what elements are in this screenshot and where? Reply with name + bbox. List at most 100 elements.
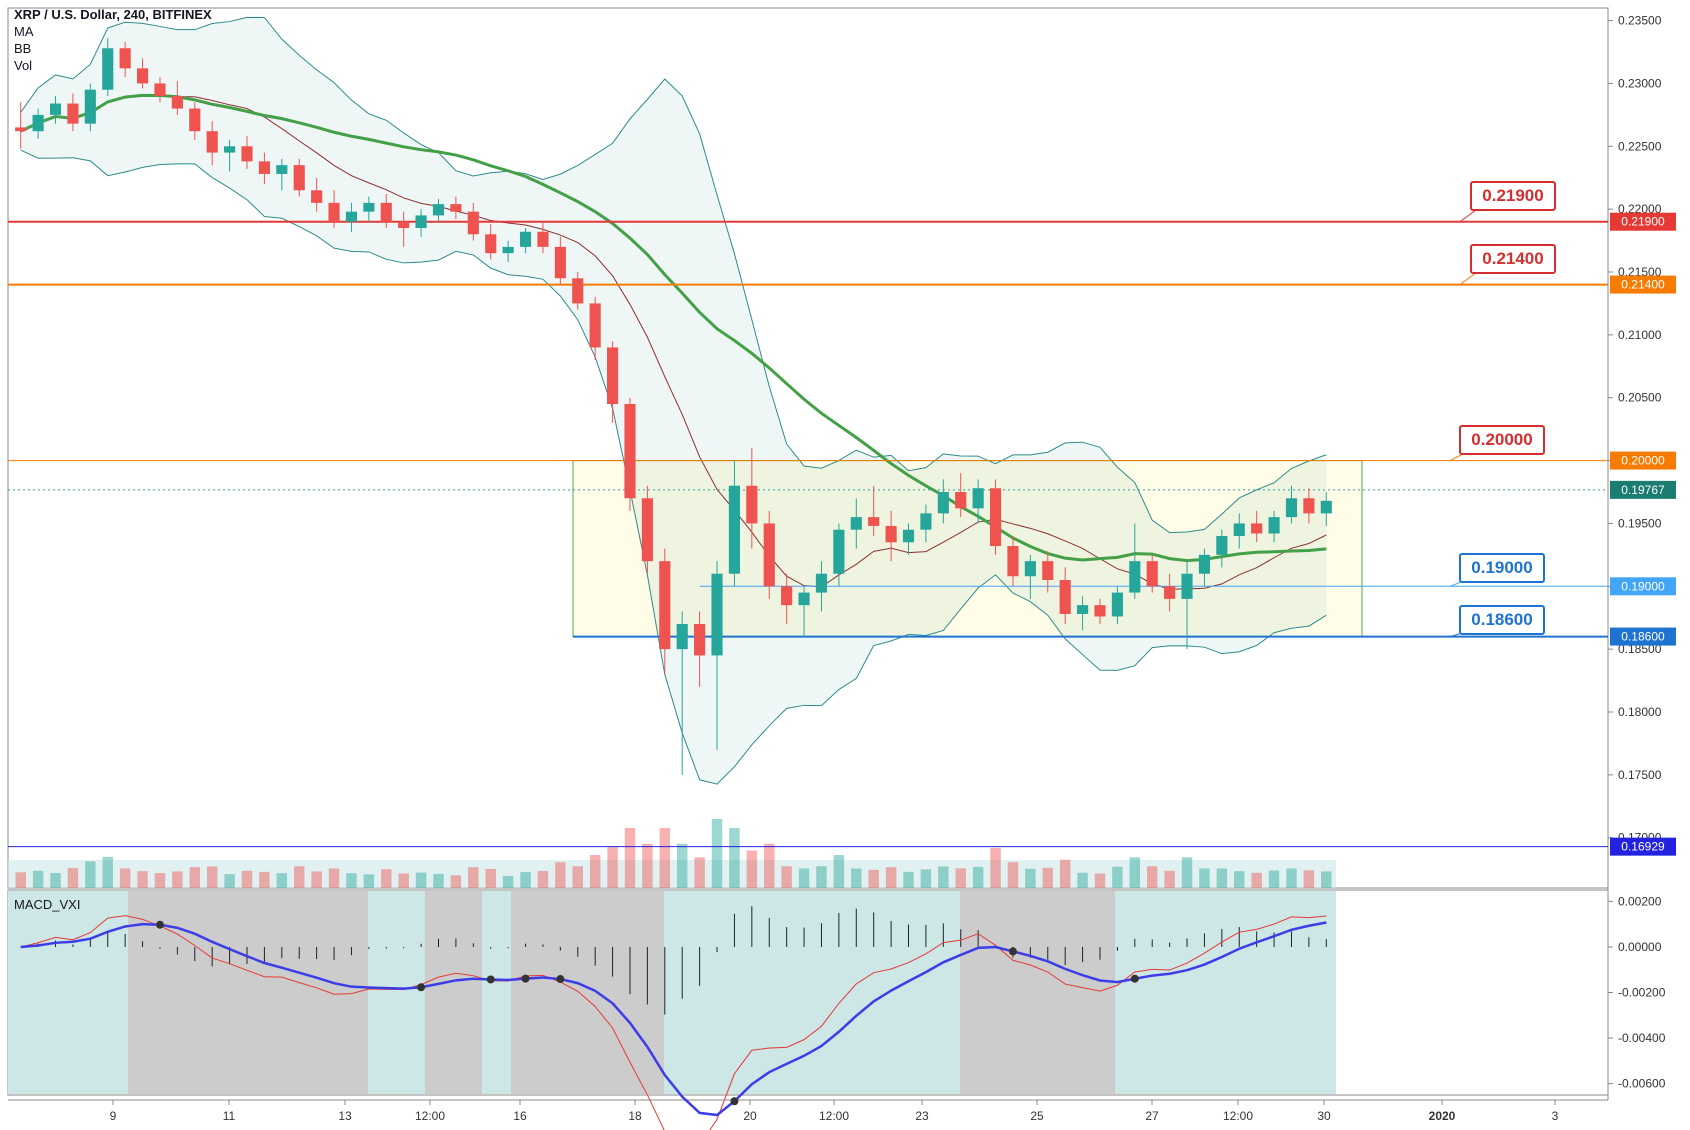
volume-bar xyxy=(868,869,879,888)
price-tick-label: 0.23000 xyxy=(1618,76,1662,90)
level-callout-2[interactable]: 0.20000 xyxy=(1459,425,1545,455)
volume-bar xyxy=(781,866,792,888)
macd-shade xyxy=(128,891,368,1094)
candle-body xyxy=(659,561,671,650)
time-tick-label: 12:00 xyxy=(1223,1109,1253,1123)
candle-body xyxy=(624,404,636,499)
candle-body xyxy=(868,517,880,526)
candle-body xyxy=(554,246,566,279)
volume-bar xyxy=(241,870,253,888)
volume-bar xyxy=(15,872,26,888)
volume-bar xyxy=(642,843,653,888)
volume-bar xyxy=(468,867,479,888)
volume-bar xyxy=(903,871,914,888)
time-tick-label: 13 xyxy=(338,1109,352,1123)
indicator-vol: Vol xyxy=(14,58,33,73)
macd-shade xyxy=(960,891,1115,1094)
candle-body xyxy=(1285,498,1298,518)
candle-body xyxy=(1181,573,1193,599)
volume-bar xyxy=(1077,872,1088,888)
candle-body xyxy=(380,202,392,222)
level-callout-0[interactable]: 0.21900 xyxy=(1470,181,1556,211)
volume-bar xyxy=(137,871,148,888)
price-tick-label: 0.18000 xyxy=(1618,705,1662,719)
candle-body xyxy=(607,347,619,404)
candle-body xyxy=(781,586,793,606)
volume-bar xyxy=(363,874,375,888)
volume-bar xyxy=(259,871,270,888)
candle-body xyxy=(502,246,514,254)
volume-bar xyxy=(938,866,949,888)
candle-body xyxy=(1024,561,1036,577)
level-callout-4[interactable]: 0.18600 xyxy=(1459,605,1545,635)
bollinger-upper-line xyxy=(20,16,1327,534)
chart-legend: XRP / U.S. Dollar, 240, BITFINEX MA BB V… xyxy=(14,6,212,74)
volume-bar xyxy=(502,875,514,888)
volume-bar xyxy=(1042,867,1053,888)
macd-shade xyxy=(425,891,482,1094)
level-price-tag-label: 0.21900 xyxy=(1621,215,1665,229)
candle-body xyxy=(798,592,810,606)
time-tick-label: 23 xyxy=(915,1109,929,1123)
candle-body xyxy=(398,221,410,228)
volume-bar xyxy=(1129,857,1141,888)
candle-body xyxy=(1251,523,1263,534)
candle-body xyxy=(293,165,305,191)
time-tick-label: 12:00 xyxy=(819,1109,849,1123)
candle-body xyxy=(154,83,166,96)
volume-bar xyxy=(67,868,79,888)
volume-bar xyxy=(1146,866,1158,888)
level-price-tag xyxy=(1610,837,1676,856)
candle-body xyxy=(102,48,114,90)
macd-shade xyxy=(511,891,664,1094)
volume-bar xyxy=(1251,872,1262,888)
candle-body xyxy=(989,488,1002,547)
candle-body xyxy=(972,488,984,509)
volume-bar xyxy=(1286,868,1297,888)
candle-body xyxy=(746,485,758,524)
level-callout-1[interactable]: 0.21400 xyxy=(1470,244,1556,274)
macd-cross-marker xyxy=(155,920,164,929)
volume-bar xyxy=(624,828,636,888)
volume-bar xyxy=(485,868,496,888)
volume-bar xyxy=(520,872,531,888)
candle-body xyxy=(1077,605,1089,614)
price-tick-label: 0.23500 xyxy=(1618,14,1662,28)
indicator-ma: MA xyxy=(14,24,34,39)
time-tick-label: 9 xyxy=(110,1109,117,1123)
macd-shade xyxy=(368,891,425,1094)
macd-cross-marker xyxy=(730,1097,739,1106)
candle-body xyxy=(676,624,688,650)
candle-body xyxy=(763,523,775,587)
candle-body xyxy=(711,573,723,656)
level-callout-3[interactable]: 0.19000 xyxy=(1459,553,1545,583)
volume-bar xyxy=(102,856,113,888)
volume-bar xyxy=(415,872,427,888)
macd-cross-marker xyxy=(1130,974,1139,983)
volume-bar xyxy=(398,873,409,888)
candle-body xyxy=(1303,498,1315,514)
volume-bar xyxy=(85,861,96,888)
macd-cross-marker xyxy=(486,975,495,984)
price-pane xyxy=(7,7,1609,889)
volume-bar xyxy=(990,847,1001,888)
price-tick-label: 0.21500 xyxy=(1618,265,1662,279)
macd-tick-label: -0.00200 xyxy=(1618,986,1666,1000)
candle-body xyxy=(84,89,96,124)
volume-bar xyxy=(119,868,131,888)
volume-bar xyxy=(607,847,618,888)
price-tick-label: 0.22500 xyxy=(1618,139,1662,153)
candle-body xyxy=(345,211,358,222)
volume-bar xyxy=(172,871,183,888)
volume-bar xyxy=(1112,866,1123,888)
candle-body xyxy=(276,165,288,174)
level-price-tag-label: 0.18600 xyxy=(1621,630,1665,644)
volume-bar xyxy=(798,868,810,888)
candle-body xyxy=(206,131,218,153)
volume-bar xyxy=(1216,868,1228,888)
candle-body xyxy=(189,108,201,132)
macd-tick-label: -0.00600 xyxy=(1618,1077,1666,1091)
volume-bar xyxy=(276,873,288,888)
candle-body xyxy=(1111,592,1123,617)
